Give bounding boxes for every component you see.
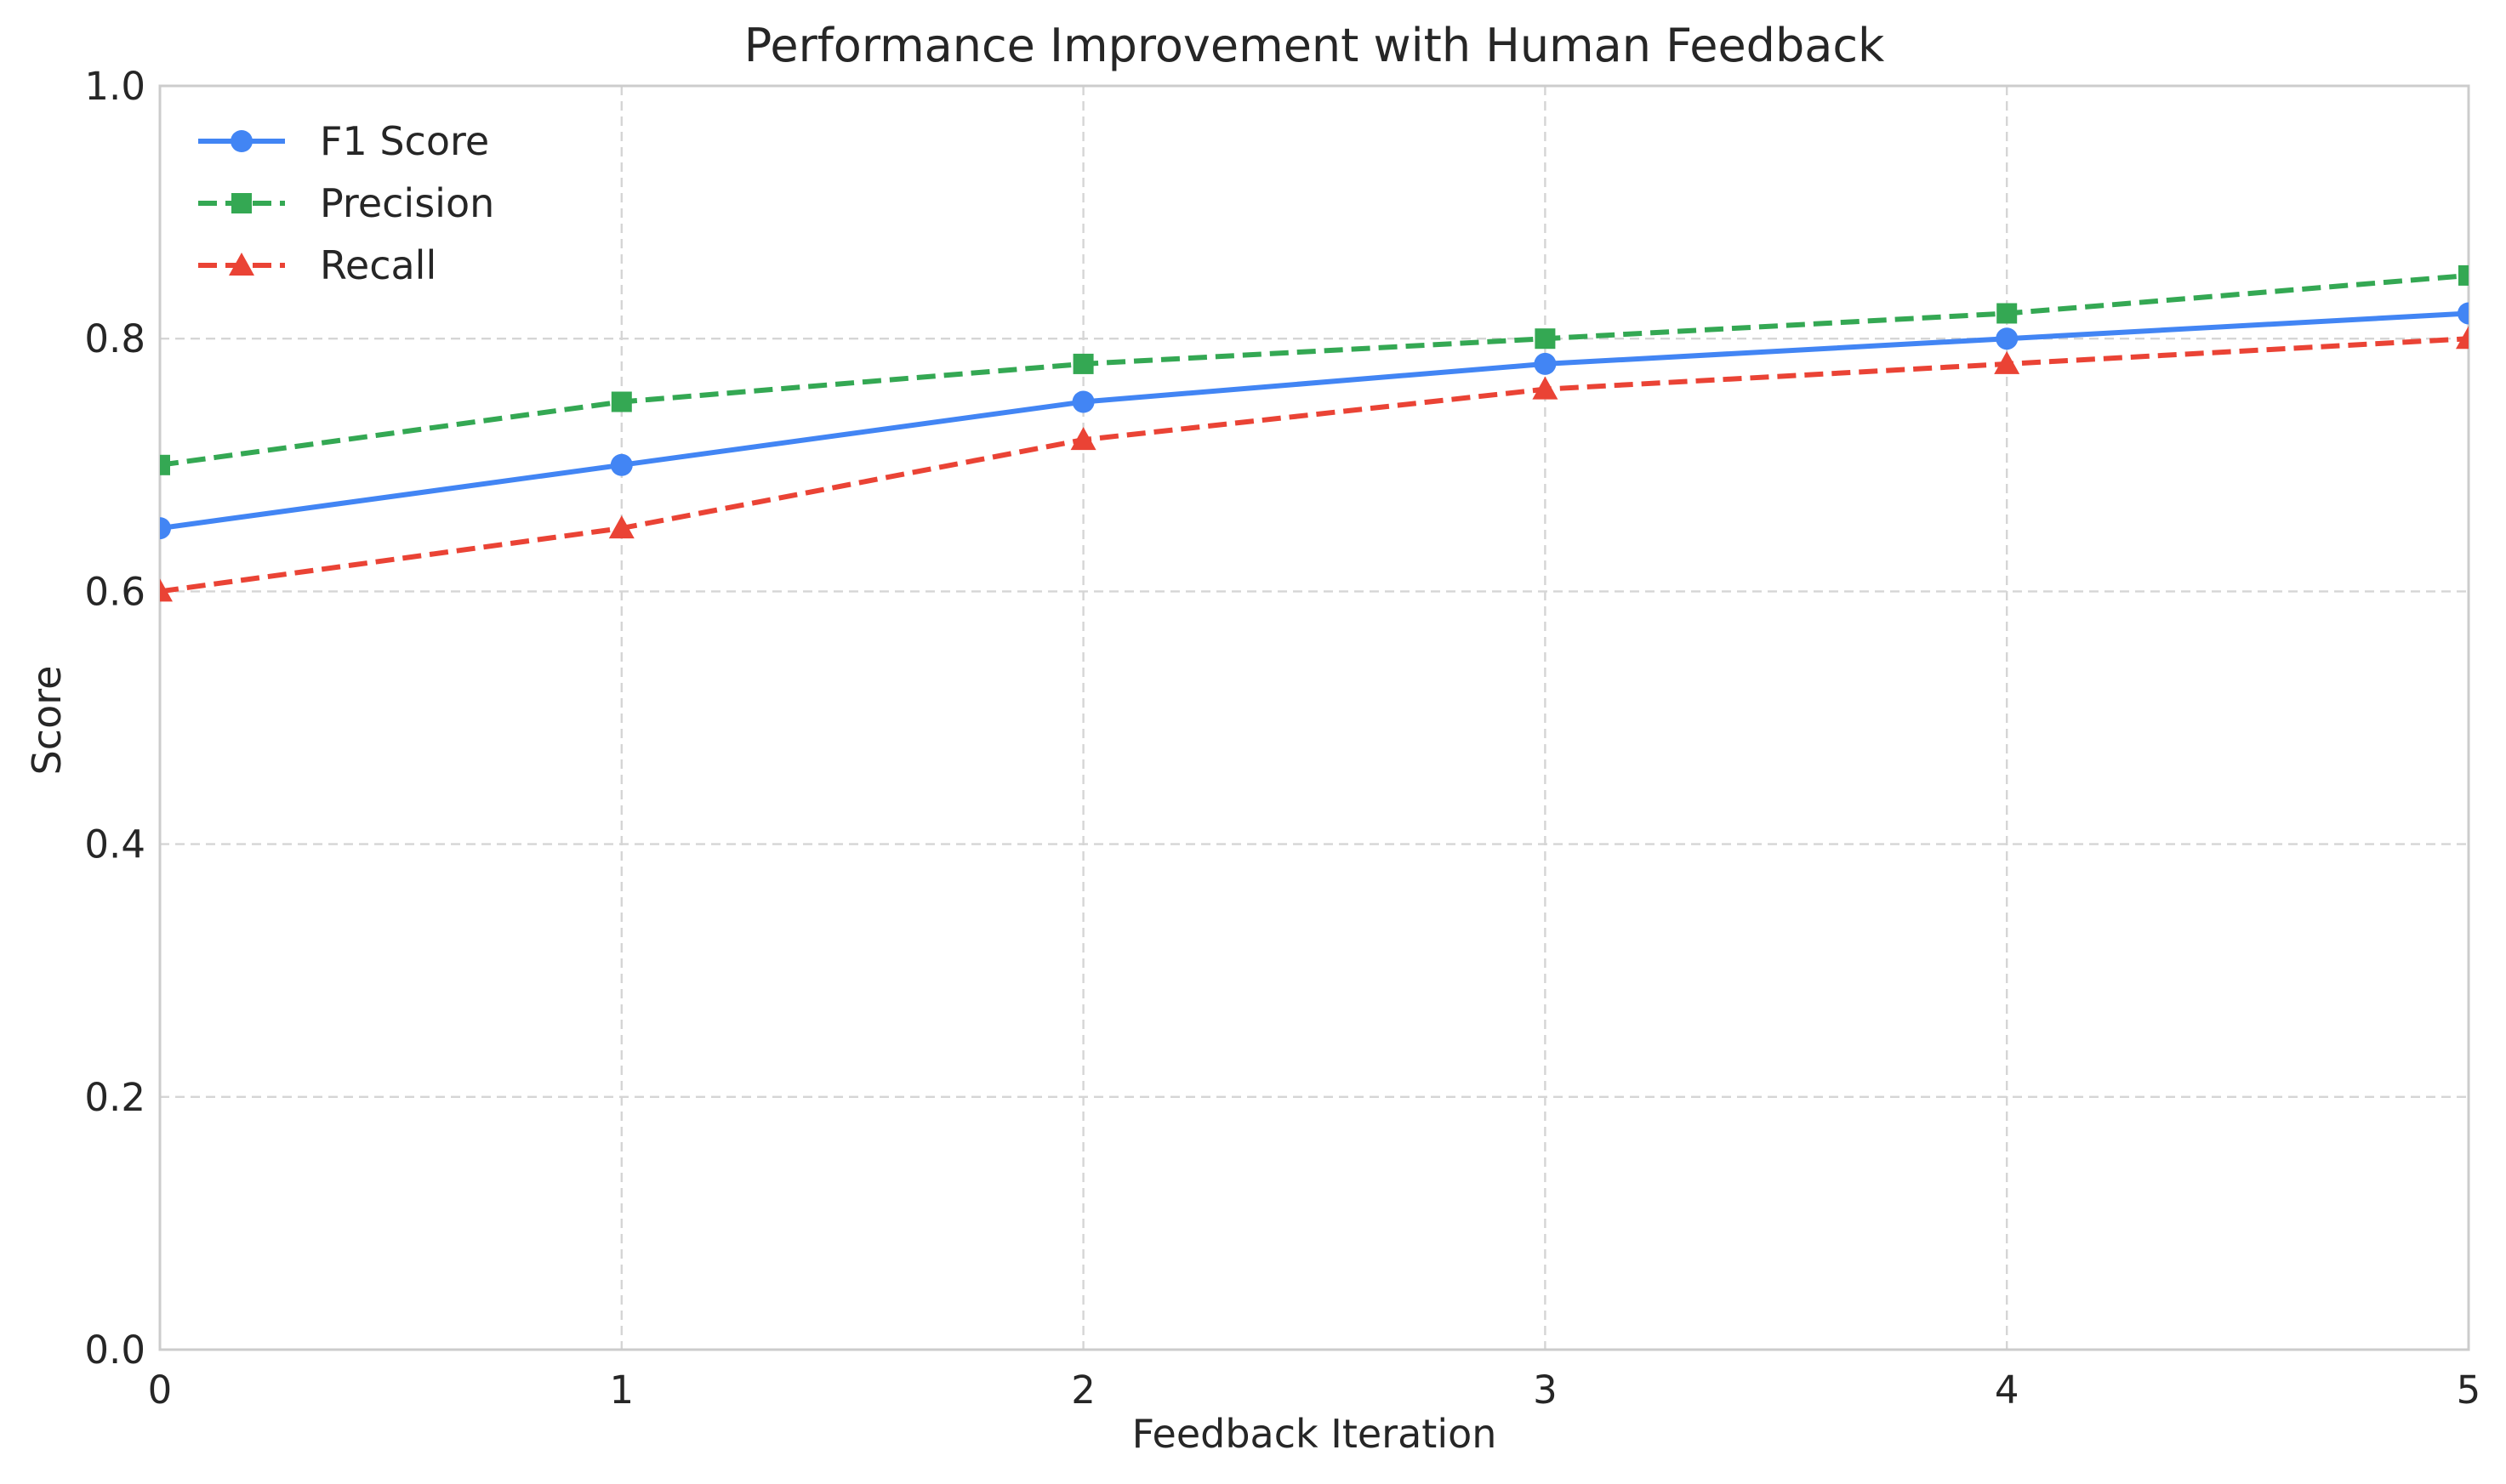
series-recall: [160, 326, 2469, 602]
data-point: [1996, 303, 2018, 324]
x-tick-label: 5: [2457, 1367, 2481, 1413]
data-point: [160, 517, 171, 540]
legend-label: Recall: [320, 242, 436, 288]
series-line: [160, 272, 2469, 468]
tick-labels: 0 1 2 3 4 5 0.0 0.2 0.4 0.6 0.8 1.0: [84, 64, 2480, 1413]
data-point: [1996, 327, 2019, 350]
y-axis-label: Score: [24, 666, 70, 776]
data-point: [1994, 350, 2020, 374]
legend-item: F1 Score: [198, 118, 489, 164]
series-f1-score: [160, 302, 2469, 540]
legend-label: F1 Score: [320, 118, 489, 164]
series-line: [160, 336, 2469, 594]
axes-frame: [158, 84, 2470, 1351]
x-tick-label: 3: [1533, 1367, 1558, 1413]
x-tick-label: 4: [1995, 1367, 2019, 1413]
legend-item: Precision: [198, 180, 494, 226]
data-point: [2458, 264, 2469, 286]
legend-marker: [231, 130, 253, 152]
y-tick-label: 0.0: [84, 1328, 145, 1373]
series-line: [160, 310, 2469, 532]
series-layer: [160, 264, 2469, 602]
data-point: [1070, 427, 1096, 451]
data-point: [2456, 326, 2469, 350]
y-tick-label: 0.2: [84, 1075, 145, 1120]
data-point: [1072, 390, 1095, 413]
y-tick-label: 0.6: [84, 569, 145, 614]
data-point: [2458, 302, 2469, 325]
data-point: [1535, 328, 1556, 350]
data-point: [160, 578, 173, 602]
y-tick-label: 0.4: [84, 822, 145, 867]
chart-title: Performance Improvement with Human Feedb…: [744, 19, 1885, 72]
x-axis-label: Feedback Iteration: [1132, 1411, 1497, 1457]
data-point: [1532, 376, 1558, 400]
data-point: [608, 515, 635, 539]
legend-marker: [231, 193, 252, 213]
data-point: [160, 454, 170, 475]
grid-layer: [158, 84, 2470, 1351]
y-tick-label: 0.8: [84, 316, 145, 361]
data-point: [610, 453, 633, 476]
legend-marker: [229, 253, 254, 276]
legend-label: Precision: [320, 180, 494, 226]
legend-item: Recall: [198, 242, 436, 288]
data-point: [611, 391, 632, 412]
x-tick-label: 1: [609, 1367, 634, 1413]
x-tick-label: 0: [148, 1367, 173, 1413]
y-tick-label: 1.0: [84, 64, 145, 109]
series-precision: [160, 264, 2469, 475]
data-point: [1073, 353, 1094, 374]
legend: F1 Score Precision Recall: [198, 118, 494, 288]
x-tick-label: 2: [1071, 1367, 1096, 1413]
data-point: [1534, 352, 1557, 375]
